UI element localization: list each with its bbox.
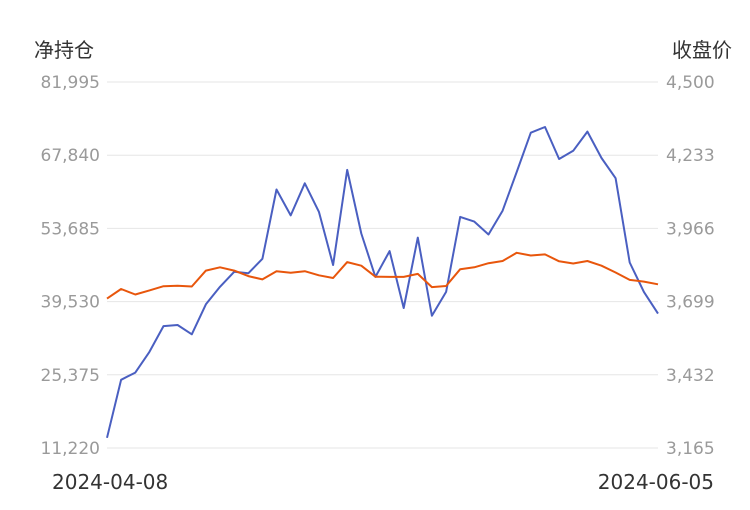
x-end-label: 2024-06-05	[597, 470, 714, 494]
left-tick-label: 39,530	[41, 293, 100, 313]
right-tick-label: 4,500	[666, 73, 715, 93]
right-tick-label: 3,432	[666, 366, 715, 386]
right-tick-label: 4,233	[666, 146, 715, 166]
right-tick-label: 3,966	[666, 219, 715, 239]
left-tick-label: 11,220	[41, 439, 100, 459]
x-start-label: 2024-04-08	[52, 470, 169, 494]
net-position-line	[106, 126, 659, 439]
left-tick-label: 81,995	[41, 73, 100, 93]
right-tick-label: 3,699	[666, 293, 715, 313]
left-tick-label: 67,840	[41, 146, 100, 166]
right-axis-title: 收盘价	[672, 38, 732, 62]
left-tick-label: 25,375	[41, 366, 100, 386]
close-price-line	[106, 251, 659, 300]
left-axis-title: 净持仓	[34, 38, 94, 62]
left-tick-label: 53,685	[41, 219, 100, 239]
right-tick-label: 3,165	[666, 439, 715, 459]
